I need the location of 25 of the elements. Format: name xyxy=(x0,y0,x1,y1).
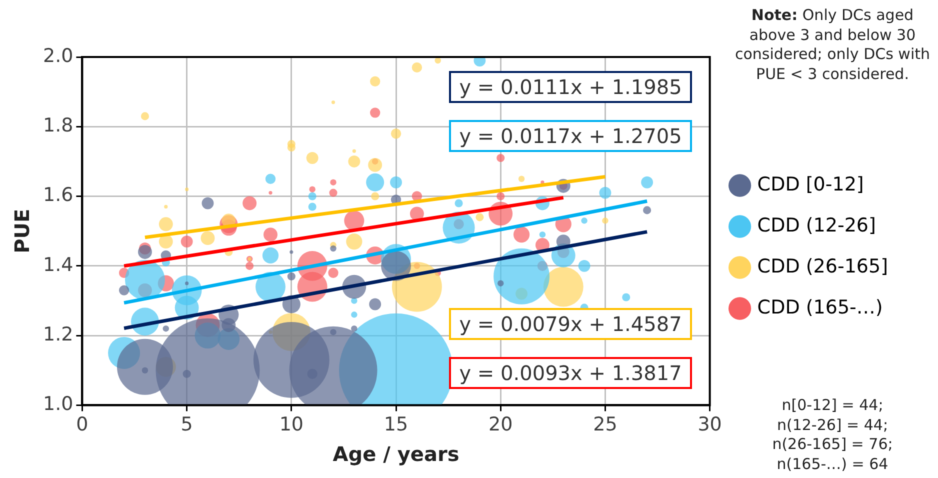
x-tick-label: 0 xyxy=(76,414,88,436)
x-axis-title: Age / years xyxy=(332,442,460,466)
y-tick-label: 1.8 xyxy=(43,114,74,137)
legend-label: CDD (12-26] xyxy=(757,214,876,236)
legend-label: CDD (26-165] xyxy=(757,255,888,278)
annotation: y = 0.0117x + 1.2705 xyxy=(449,120,692,152)
x-tick-label: 5 xyxy=(180,414,193,436)
legend-label: CDD [0-12] xyxy=(757,173,864,196)
annotation: y = 0.0093x + 1.3817 xyxy=(449,357,692,390)
text: n[0-12] = 44; n(12-26] = 44; n(26-165] = 76; n(165-…) = 64 xyxy=(771,396,894,474)
y-tick-label: 1.6 xyxy=(43,184,74,206)
y-tick-label: 1.2 xyxy=(43,323,74,346)
x-tick-label: 15 xyxy=(384,414,408,436)
y-tick-label: 2.0 xyxy=(43,44,74,67)
legend-label: CDD (165-…) xyxy=(757,296,883,318)
x-tick-label: 30 xyxy=(698,414,722,436)
annotation: y = 0.0079x + 1.4587 xyxy=(449,308,692,340)
text: Note: Only DCs aged above 3 and below 30 considered; only DCs with PUE < 3 considered. xyxy=(735,6,930,84)
y-axis-title: PUE xyxy=(10,208,34,254)
annotation: y = 0.0111x + 1.1985 xyxy=(449,71,692,103)
y-tick-label: 1.4 xyxy=(43,254,74,276)
x-tick-label: 10 xyxy=(279,414,304,436)
x-tick-label: 25 xyxy=(593,414,618,436)
x-tick-label: 20 xyxy=(488,414,513,436)
y-tick-label: 1.0 xyxy=(43,393,74,416)
